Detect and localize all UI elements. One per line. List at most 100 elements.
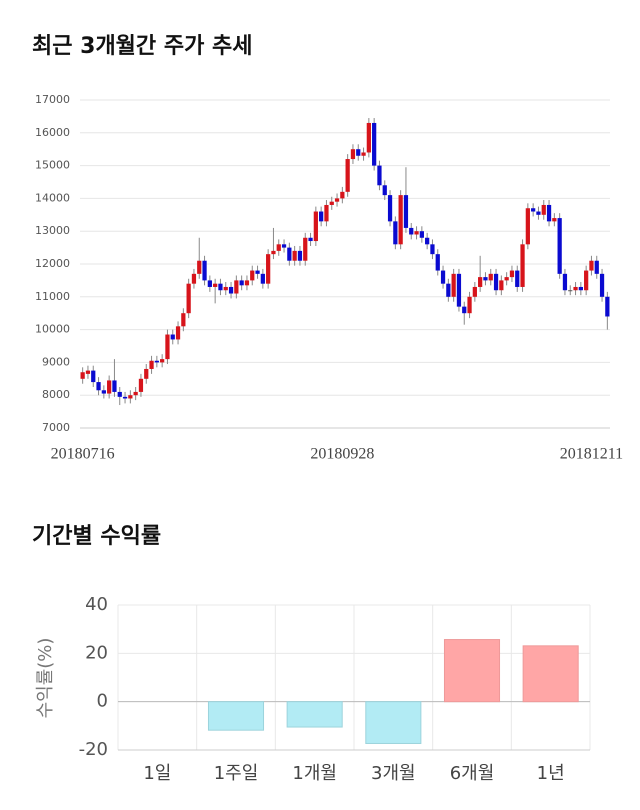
- candle-body: [414, 231, 419, 235]
- bar: [207, 701, 265, 731]
- candle-body: [96, 382, 101, 391]
- x-tick-label: 20180716: [51, 446, 115, 463]
- candle-body: [144, 368, 149, 379]
- candle-body: [165, 334, 170, 360]
- candle-body: [419, 231, 424, 238]
- y-tick-label: 40: [85, 594, 108, 615]
- candle-body: [138, 378, 144, 392]
- candle-body: [340, 191, 345, 199]
- candle-body: [319, 211, 324, 222]
- candle-body: [255, 270, 260, 274]
- y-tick-label: 13000: [35, 224, 70, 237]
- candle-body: [451, 273, 456, 297]
- candle-body: [170, 334, 175, 340]
- y-tick-label: -20: [79, 739, 108, 760]
- candle-body: [207, 280, 212, 287]
- y-axis-label: 수익률(%): [35, 638, 56, 719]
- candle-body: [515, 270, 520, 287]
- candle-body: [80, 372, 85, 379]
- candle-body: [552, 218, 557, 222]
- candle-body: [541, 204, 546, 215]
- candle-body: [218, 283, 223, 291]
- candle-body: [345, 159, 350, 192]
- candle-body: [430, 244, 435, 255]
- y-tick-label: 7000: [42, 421, 70, 434]
- candle-body: [483, 277, 488, 281]
- candle-body: [387, 195, 393, 222]
- candle-body: [287, 247, 292, 261]
- candle-body: [435, 254, 440, 271]
- candle-body: [531, 208, 536, 212]
- candle-body: [85, 370, 91, 374]
- y-tick-label: 12000: [35, 257, 70, 270]
- candle-body: [154, 360, 159, 363]
- candle-body: [562, 273, 568, 291]
- bar: [286, 701, 343, 728]
- candle-body: [398, 195, 403, 245]
- candle-body: [446, 283, 451, 297]
- candle-body: [202, 260, 207, 281]
- chart-title: 기간별 수익률: [32, 524, 161, 549]
- candle-body: [292, 250, 297, 261]
- y-tick-label: 11000: [35, 290, 70, 303]
- candle-body: [356, 149, 361, 156]
- candle-body: [181, 313, 186, 327]
- candle-body: [478, 277, 483, 287]
- candle-body: [456, 273, 462, 307]
- candle-body: [313, 211, 318, 242]
- bar: [443, 639, 501, 703]
- candle-body: [372, 122, 377, 166]
- candle-body: [361, 152, 366, 156]
- candle-body: [599, 273, 605, 297]
- candle-body: [149, 360, 154, 369]
- x-tick-label: 3개월: [371, 763, 416, 784]
- candle-body: [350, 149, 356, 160]
- candle-body: [568, 290, 573, 292]
- y-tick-label: 15000: [35, 159, 70, 172]
- candle-body: [403, 195, 409, 228]
- bar: [365, 701, 422, 744]
- candle-body: [223, 286, 228, 291]
- x-tick-label: 20180928: [310, 446, 374, 463]
- candle-body: [117, 391, 122, 397]
- candle-body: [175, 326, 181, 340]
- x-tick-label: 1주일: [214, 763, 259, 784]
- candle-body: [160, 359, 165, 363]
- y-tick-label: 9000: [42, 355, 70, 368]
- candle-body: [493, 273, 499, 291]
- candle-body: [324, 204, 329, 222]
- x-tick-label: 6개월: [450, 763, 495, 784]
- candle-body: [191, 273, 197, 284]
- candle-body: [467, 296, 472, 314]
- candle-body: [382, 185, 387, 196]
- candle-body: [499, 280, 504, 291]
- candle-body: [605, 296, 610, 317]
- candle-body: [334, 198, 340, 202]
- bar: [522, 645, 579, 703]
- candle-body: [271, 250, 276, 255]
- candle-body: [409, 227, 414, 235]
- candle-body: [239, 280, 244, 286]
- candle-body: [122, 396, 128, 399]
- candle-body: [308, 237, 313, 242]
- candle-body: [509, 270, 515, 278]
- candle-body: [91, 370, 96, 383]
- candle-body: [520, 244, 525, 287]
- candle-body: [112, 380, 117, 392]
- candle-body: [377, 165, 382, 186]
- candle-body: [197, 260, 202, 274]
- candle-body: [557, 218, 562, 274]
- candle-body: [488, 273, 493, 281]
- candle-body: [594, 260, 599, 274]
- candle-body: [266, 254, 271, 284]
- candle-body: [186, 283, 191, 314]
- candle-body: [366, 122, 371, 153]
- y-tick-label: 8000: [42, 388, 70, 401]
- y-tick-label: 17000: [35, 93, 70, 106]
- candle-body: [472, 286, 477, 297]
- candle-body: [584, 270, 589, 291]
- candle-body: [133, 391, 138, 396]
- candle-body: [213, 283, 218, 287]
- candle-body: [107, 380, 112, 394]
